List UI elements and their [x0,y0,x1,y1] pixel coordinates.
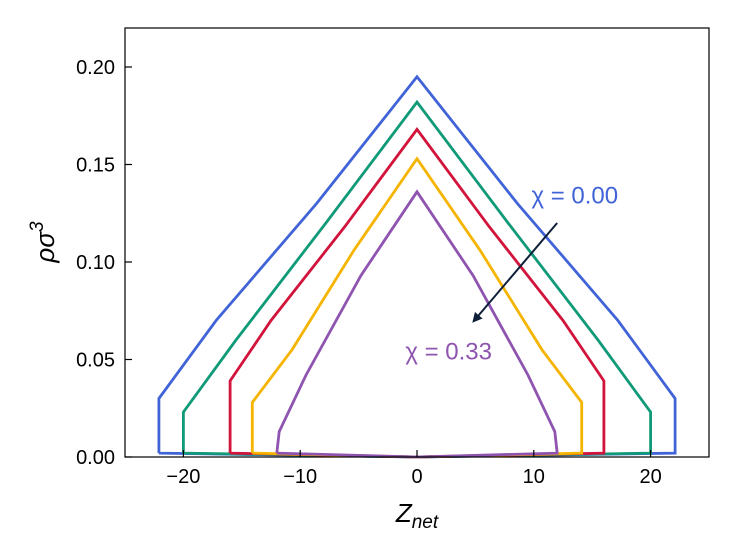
x-tick-label: −20 [166,466,200,488]
y-tick-label: 0.15 [76,155,115,177]
series-line-2 [228,127,606,459]
series-line-0 [157,74,677,459]
x-tick-label: 10 [523,466,545,488]
series-layer [157,74,677,459]
x-tick-label: 0 [411,466,422,488]
x-tick-label: 20 [639,466,661,488]
annotation-chi-1: χ = 0.33 [405,339,492,366]
y-tick-label: 0.10 [76,252,115,274]
y-tick-label: 0.20 [76,57,115,79]
annotation-chi-0: χ = 0.00 [531,183,618,210]
x-tick-label: −10 [283,466,317,488]
annotation-arrow [472,222,558,323]
y-axis-ticks: 0.00 0.05 0.10 0.15 0.20 [76,57,132,469]
x-axis-label: Znet [395,498,439,533]
plot-frame [124,27,710,458]
series-line-4 [275,189,559,459]
x-axis-ticks: −20 −10 0 10 20 [166,450,662,488]
annotation-layer: χ = 0.00 χ = 0.33 [405,183,618,366]
y-tick-label: 0.05 [76,350,115,372]
y-axis-label: ρσ3 [27,221,60,264]
y-tick-label: 0.00 [76,447,115,469]
